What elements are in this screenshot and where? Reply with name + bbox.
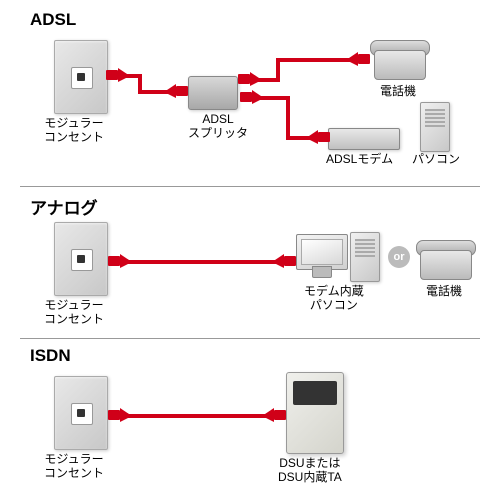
label-pc-adsl: パソコン xyxy=(412,152,460,166)
phone-analog xyxy=(416,240,474,280)
or-badge: or xyxy=(388,246,410,268)
dsu-device xyxy=(286,372,344,454)
divider-1 xyxy=(20,186,480,187)
pc-tower-adsl xyxy=(420,102,450,152)
label-phone-analog: 電話機 xyxy=(426,284,462,298)
modular-outlet-analog xyxy=(54,222,108,296)
monitor-analog xyxy=(296,234,346,278)
modular-outlet-isdn xyxy=(54,376,108,450)
pc-tower-analog xyxy=(350,232,380,282)
section-title-analog: アナログ xyxy=(30,194,98,219)
label-splitter: ADSL スプリッタ xyxy=(188,112,248,141)
label-phone-adsl: 電話機 xyxy=(380,84,416,98)
adsl-modem xyxy=(328,128,400,150)
label-dsu: DSUまたは DSU内蔵TA xyxy=(278,456,342,485)
label-modem-pc: モデム内蔵 パソコン xyxy=(304,284,364,313)
section-title-isdn: ISDN xyxy=(30,346,71,366)
label-outlet-adsl: モジュラー コンセント xyxy=(44,116,104,145)
section-title-adsl: ADSL xyxy=(30,10,76,30)
label-outlet-analog: モジュラー コンセント xyxy=(44,298,104,327)
label-outlet-isdn: モジュラー コンセント xyxy=(44,452,104,481)
modular-outlet-adsl xyxy=(54,40,108,114)
label-adsl-modem: ADSLモデム xyxy=(326,152,393,166)
divider-2 xyxy=(20,338,480,339)
adsl-splitter xyxy=(188,76,238,110)
phone-adsl xyxy=(370,40,428,80)
